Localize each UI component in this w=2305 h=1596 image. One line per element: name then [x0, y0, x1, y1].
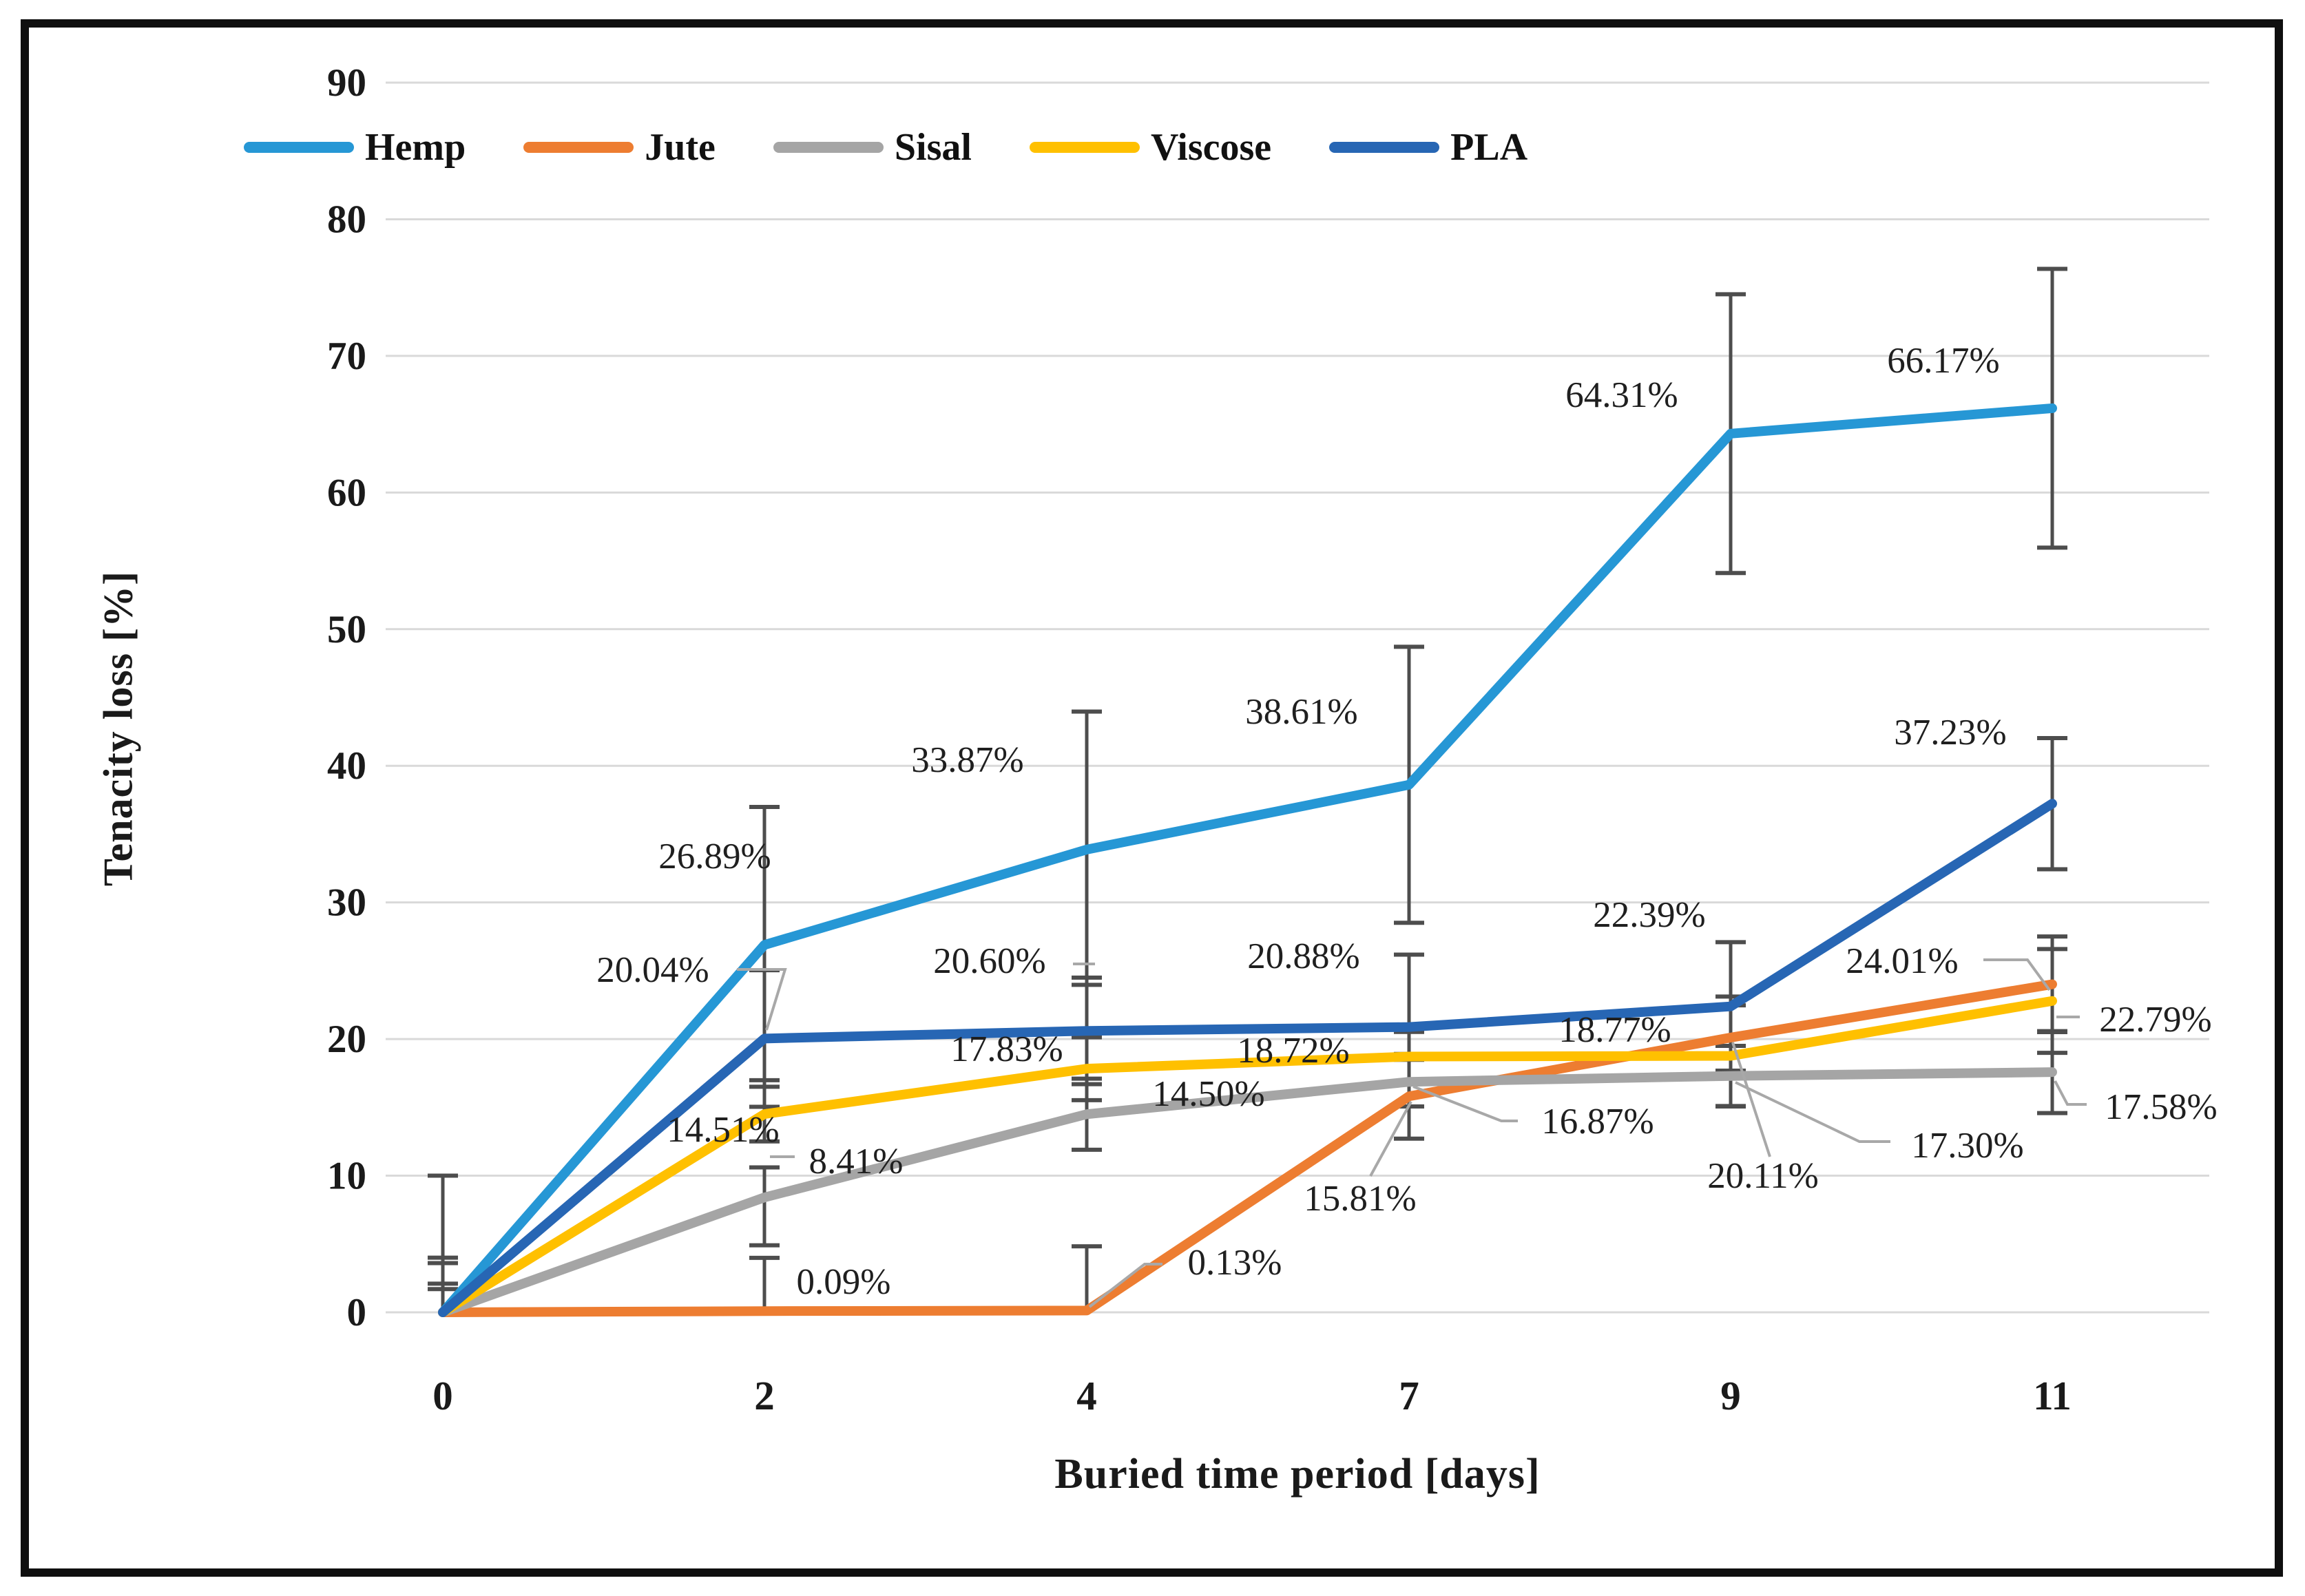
y-tick-label: 40 [327, 744, 366, 788]
legend-color-dash [244, 142, 354, 153]
legend-item-pla: PLA [1329, 128, 1527, 167]
legend-color-dash [1329, 142, 1440, 153]
figure-border [21, 19, 2283, 1577]
data-label: 64.31% [1565, 375, 1678, 415]
y-tick-label: 30 [327, 881, 366, 925]
data-label: 16.87% [1541, 1102, 1654, 1142]
series-line-jute [438, 979, 2057, 1317]
data-label: 66.17% [1887, 341, 1999, 381]
data-label: 20.88% [1247, 936, 1359, 976]
label-leader-lines [737, 958, 2087, 1308]
legend-item-label: Sisal [894, 126, 972, 169]
data-label: 24.01% [1846, 941, 1958, 981]
y-tick-label: 10 [327, 1155, 366, 1198]
series-line-pla [438, 799, 2057, 1317]
data-label: 33.87% [911, 740, 1023, 780]
data-label: 14.50% [1152, 1074, 1264, 1114]
y-tick-label: 80 [327, 198, 366, 241]
legend-color-dash [523, 142, 634, 153]
data-label: 37.23% [1894, 713, 2006, 753]
data-label: 8.41% [809, 1142, 904, 1182]
x-tick-label: 9 [1720, 1373, 1741, 1418]
data-label: 38.61% [1245, 692, 1357, 732]
data-label: 0.13% [1188, 1243, 1282, 1283]
y-tick-label: 20 [327, 1018, 366, 1061]
data-label: 15.81% [1304, 1179, 1416, 1219]
legend-item-label: PLA [1450, 126, 1528, 169]
data-label: 20.60% [933, 941, 1045, 981]
data-label: 18.77% [1558, 1010, 1671, 1050]
data-labels: 26.89% 20.04% 14.51% 8.41% 0.09% 33.87% 20.60%… [596, 341, 2217, 1302]
data-label: 22.39% [1593, 895, 1705, 935]
legend-item-label: Hemp [365, 126, 466, 169]
data-label: 18.72% [1237, 1031, 1349, 1071]
data-label: 14.51% [667, 1110, 779, 1150]
legend-color-dash [773, 142, 884, 153]
y-axis-title: Tenacity loss [%] [95, 570, 141, 887]
x-tick-label: 7 [1399, 1373, 1419, 1418]
data-label: 26.89% [658, 837, 771, 876]
legend: Hemp Jute Sisal Viscose PLA [244, 128, 1527, 167]
y-tick-label: 50 [327, 608, 366, 651]
data-label: 17.30% [1911, 1126, 2023, 1166]
data-label: 17.58% [2105, 1087, 2217, 1127]
y-tick-label: 0 [347, 1291, 367, 1334]
x-tick-label: 2 [754, 1373, 775, 1418]
y-tick-label: 60 [327, 471, 366, 514]
series-line-viscose [438, 996, 2057, 1317]
legend-item-viscose: Viscose [1029, 126, 1272, 169]
x-tick-label: 0 [432, 1373, 453, 1418]
legend-item-sisal: Sisal [773, 128, 972, 167]
series-line-hemp [438, 403, 2057, 1317]
x-tick-label: 4 [1076, 1373, 1097, 1418]
legend-item-jute: Jute [523, 128, 716, 167]
legend-item-label: Jute [645, 126, 716, 169]
y-tick-label: 90 [327, 61, 366, 105]
x-axis-tick-labels: 0 2 4 7 9 11 [432, 1373, 2072, 1418]
legend-item-label: Viscose [1150, 126, 1272, 169]
data-label: 17.83% [950, 1029, 1063, 1069]
y-tick-label: 70 [327, 335, 366, 378]
data-label: 20.11% [1707, 1156, 1818, 1196]
series-line-sisal [438, 1067, 2057, 1317]
x-axis-title: Buried time period [days] [1054, 1451, 1541, 1498]
data-label: 22.79% [2099, 1000, 2211, 1040]
legend-color-dash [1029, 142, 1140, 153]
data-label: 20.04% [596, 950, 709, 990]
y-axis-tick-labels: 0 10 20 30 40 50 60 70 80 90 [327, 61, 366, 1334]
data-label: 0.09% [797, 1262, 891, 1302]
x-tick-label: 11 [2033, 1373, 2072, 1418]
legend-item-hemp: Hemp [244, 128, 466, 167]
